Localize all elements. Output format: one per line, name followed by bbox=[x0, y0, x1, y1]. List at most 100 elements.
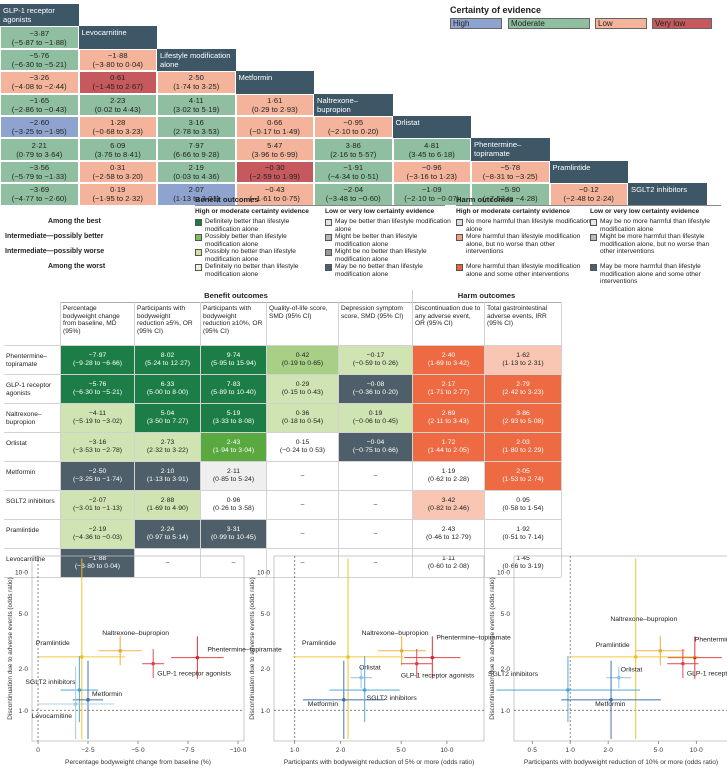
league-cell-ci: (−3·25 to −1·95) bbox=[11, 127, 67, 137]
legend2-text: More harmful than lifestyle modification… bbox=[466, 233, 581, 256]
data-point bbox=[77, 688, 82, 692]
btable-cell-value: 2·05 bbox=[516, 468, 530, 475]
btable-cell: 0·96 (0·26 to 3·58) bbox=[201, 491, 266, 519]
x-tick-label: −7·5 bbox=[181, 747, 195, 754]
btable-cell: 2·05 (1·53 to 2·74) bbox=[485, 462, 561, 490]
legend2-text: Might be better than lifestyle modificat… bbox=[335, 233, 418, 248]
btable-row-drug: Pramlintide bbox=[6, 527, 39, 534]
btable-cell-ci: (−0·59 to 0·26) bbox=[352, 360, 399, 367]
point-label: GLP-1 receptor agonists bbox=[401, 673, 475, 680]
y-tick-label: 10·0 bbox=[15, 569, 28, 576]
y-tick-label: 2·0 bbox=[19, 666, 29, 673]
btable-cell: 0·15 (−0·24 to 0·53) bbox=[267, 433, 338, 461]
btable-cell-value: 0·29 bbox=[295, 381, 310, 388]
btable-cell: −0·04 (−0·75 to 0·66) bbox=[339, 433, 412, 461]
league-cell: −2·60 (−3·25 to −1·95) bbox=[0, 116, 79, 139]
data-point bbox=[359, 675, 363, 680]
league-cell: −3·26 (−4·08 to −2·44) bbox=[0, 71, 79, 94]
btable-cell-ci: (5·95 to 15·94) bbox=[211, 360, 256, 367]
btable-cell-value: 0·19 bbox=[368, 410, 383, 417]
point-label: SGLT2 inhibitors bbox=[488, 671, 539, 678]
btable-vline bbox=[60, 302, 61, 577]
btable-cell-ci: (0·60 to 2·08) bbox=[427, 563, 470, 570]
btable-cell-value: 5·19 bbox=[226, 410, 241, 417]
btable-cell-value: 1·11 bbox=[441, 555, 456, 562]
btable-cell-ci: (−3·53 to −2·78) bbox=[72, 447, 123, 454]
btable-cell: 1·92 (0·51 to 7·14) bbox=[485, 520, 561, 548]
point-label: Naltrexone–bupropion bbox=[102, 630, 169, 637]
league-cell-ci: (3·45 to 6·18) bbox=[408, 149, 455, 159]
point-label: Orlistat bbox=[621, 667, 643, 674]
legend2-swatch bbox=[195, 264, 202, 271]
x-axis-label: Participants with bodyweight reduction o… bbox=[524, 759, 718, 766]
data-point bbox=[633, 655, 638, 659]
btable-cell: 2·03 (1·80 to 2·29) bbox=[485, 433, 561, 461]
point-label: Pramlintide bbox=[36, 640, 70, 647]
league-cell: 3·16 (2·78 to 3·53) bbox=[157, 116, 236, 139]
league-cell-ci: (0·03 to 4·36) bbox=[173, 171, 220, 181]
btable-rule bbox=[60, 302, 561, 303]
league-cell-value: 0·31 bbox=[110, 162, 126, 172]
btable-cell: 2·88 (1·69 to 4·90) bbox=[135, 491, 200, 519]
legend-label: Moderate bbox=[511, 19, 545, 28]
btable-cell-value: −3·16 bbox=[88, 439, 107, 446]
btable-cell: 1·11 (0·60 to 2·08) bbox=[413, 549, 484, 577]
league-cell-ci: (3·02 to 5·19) bbox=[173, 104, 220, 114]
point-label: Naltrexone–bupropion bbox=[610, 616, 677, 623]
league-drug-header: SGLT2 inhibitors bbox=[628, 183, 707, 206]
legend2-benefit: Benefit outcomes bbox=[195, 195, 259, 204]
league-cell-value: −1·88 bbox=[107, 50, 128, 60]
btable-cell: 2·73 (2·32 to 3·22) bbox=[135, 433, 200, 461]
league-cell-ci: (−2·10 to 0·20) bbox=[328, 127, 379, 137]
btable-cell-value: 2·69 bbox=[441, 410, 456, 417]
league-cell-ci: (−1·95 to 2·32) bbox=[92, 194, 143, 204]
legend2-text: No more harmful than lifestyle modificat… bbox=[466, 218, 591, 233]
x-tick-label: 0 bbox=[36, 747, 40, 754]
btable-cell: 1·19 (0·62 to 2·28) bbox=[413, 462, 484, 490]
btable-cell-value: 1·19 bbox=[441, 468, 456, 475]
btable-vline bbox=[338, 302, 339, 577]
point-label: Metformin bbox=[595, 701, 625, 708]
btable-col-header: Participants with bodyweight reduction ≥… bbox=[137, 305, 193, 335]
league-cell-value: 1·28 bbox=[110, 118, 126, 128]
league-cell: −0·95 (−2·10 to 0·20) bbox=[314, 116, 393, 139]
legend2-swatch bbox=[456, 219, 463, 226]
league-cell: −5·76 (−6·30 to −5·21) bbox=[0, 48, 79, 72]
league-cell: 3·86 (2·16 to 5·57) bbox=[314, 138, 393, 161]
btable-col-header: Participants with bodyweight reduction ≥… bbox=[203, 305, 263, 335]
league-cell-ci: (0·29 to 2·93) bbox=[251, 104, 298, 114]
league-cell-ci: (3·76 to 8·41) bbox=[94, 149, 141, 159]
league-cell: 0·66 (−0·17 to 1·49) bbox=[235, 116, 314, 139]
btable-cell-ci: (5·00 to 8·00) bbox=[146, 389, 189, 396]
league-drug-header: Metformin bbox=[235, 71, 314, 94]
btable-cell-value: – bbox=[373, 472, 378, 479]
btable-cell-ci: (1·44 to 2·05) bbox=[427, 447, 470, 454]
league-cell-value: 3·16 bbox=[188, 118, 204, 128]
btable-cell: – bbox=[267, 520, 338, 548]
league-cell-ci: (3·96 to 6·99) bbox=[251, 149, 298, 159]
btable-hline bbox=[4, 374, 561, 375]
league-drug-header: Phentermine–topiramate bbox=[471, 138, 550, 161]
data-point bbox=[86, 698, 90, 702]
btable-col-header: Discontinuation due to any adverse event… bbox=[415, 305, 481, 328]
btable-cell: 0·95 (0·58 to 1·54) bbox=[485, 491, 561, 519]
league-cell-value: −3·56 bbox=[29, 162, 50, 172]
league-cell: −1·65 (−2·86 to −0·43) bbox=[0, 93, 79, 116]
league-cell: 2·21 (0·79 to 3·64) bbox=[0, 138, 79, 161]
btable-cell: 0·36 (0·18 to 0·54) bbox=[267, 404, 338, 432]
point-label: Orlistat bbox=[359, 665, 381, 672]
btable-hline bbox=[4, 548, 561, 549]
btable-cell-value: 3·86 bbox=[516, 410, 530, 417]
btable-cell-ci: (−0·36 to 0·20) bbox=[352, 389, 399, 396]
btable-cell-value: 3·31 bbox=[226, 526, 241, 533]
league-cell: −2·04 (−3·48 to −0·60) bbox=[314, 183, 393, 206]
league-cell: −0·12 (−2·48 to 2·24) bbox=[549, 183, 628, 206]
league-cell-value: 4·81 bbox=[424, 140, 440, 150]
btable-cell: 2·17 (1·71 to 2·77) bbox=[413, 375, 484, 403]
btable-hline bbox=[4, 490, 561, 491]
data-point bbox=[151, 661, 155, 666]
data-point bbox=[195, 655, 200, 660]
btable-cell: 8·02 (5·24 to 12·27) bbox=[135, 346, 200, 374]
y-tick-label: 5·0 bbox=[501, 611, 511, 618]
